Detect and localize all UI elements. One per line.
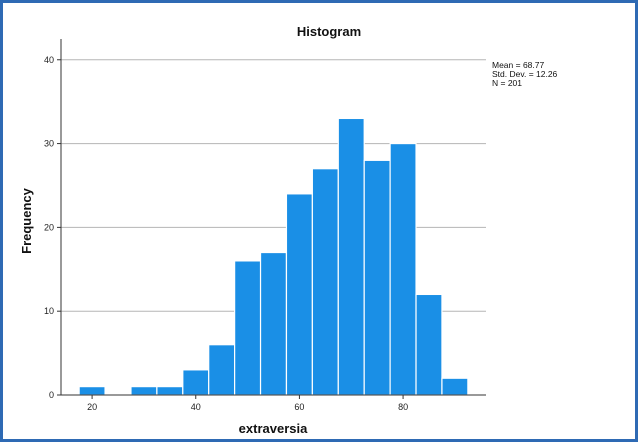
histogram-bar	[285, 193, 313, 396]
bars	[78, 117, 469, 396]
histogram-bar	[363, 159, 391, 396]
histogram-bar	[441, 377, 469, 396]
histogram-bar	[208, 344, 236, 396]
y-tick-label: 20	[44, 222, 54, 232]
x-tick-label: 60	[294, 402, 304, 412]
stats-std-dev: Std. Dev. = 12.26	[492, 69, 558, 79]
histogram-bar	[182, 369, 210, 396]
histogram-bar	[311, 168, 339, 396]
y-axis-label: Frequency	[19, 187, 34, 254]
y-tick-label: 0	[49, 390, 54, 400]
y-tick-label: 40	[44, 55, 54, 65]
histogram-bar	[415, 293, 443, 396]
x-tick-label: 80	[398, 402, 408, 412]
x-axis-label: extraversia	[239, 421, 308, 436]
stats-mean: Mean = 68.77	[492, 60, 544, 70]
stats-n: N = 201	[492, 78, 522, 88]
histogram-bar	[337, 117, 365, 396]
stats-box: Mean = 68.77 Std. Dev. = 12.26 N = 201	[492, 60, 558, 88]
histogram-bar	[234, 260, 262, 396]
x-tick-label: 40	[191, 402, 201, 412]
chart-title: Histogram	[297, 24, 361, 39]
histogram-bar	[259, 251, 288, 396]
x-tick-label: 20	[87, 402, 97, 412]
axes: 0 10 20 30 40 20 40 60 80	[44, 39, 486, 412]
histogram-bar	[78, 386, 106, 396]
histogram-bar	[389, 142, 417, 396]
histogram-bar	[156, 386, 184, 396]
y-tick-label: 30	[44, 139, 54, 149]
histogram-bar	[130, 386, 158, 396]
y-tick-label: 10	[44, 306, 54, 316]
